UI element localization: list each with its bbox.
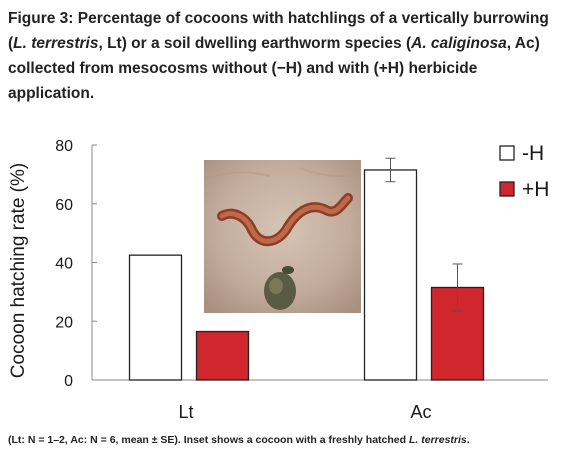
bar-ac-minus-h: [363, 169, 418, 381]
y-tick-label: 0: [64, 373, 73, 390]
legend-swatch: [499, 145, 515, 161]
figure-footnote: (Lt: N = 1–2, Ac: N = 6, mean ± SE). Ins…: [8, 434, 560, 446]
bar-lt-minus-h: [128, 254, 183, 381]
caption-text-2: , Lt) or a soil dwelling earthworm speci…: [98, 35, 412, 52]
x-category-label: Lt: [178, 402, 193, 422]
y-axis-label: Cocoon hatching rate (%): [8, 163, 29, 378]
footnote-text-1: (Lt: N = 1–2, Ac: N = 6, mean ± SE). Ins…: [8, 434, 409, 446]
cocoon-tip: [282, 266, 294, 274]
y-tick-label: 40: [55, 256, 73, 273]
legend-swatch: [499, 181, 515, 197]
cocoon-highlight: [269, 278, 283, 294]
skin-crease: [205, 167, 359, 179]
legend-label: -H: [522, 142, 544, 165]
y-tick-label: 60: [55, 197, 73, 214]
earthworm-cocoon-photo: [204, 160, 361, 313]
x-category-label: Ac: [410, 402, 431, 422]
caption-text-1: Figure 3: Percentage of cocoons with hat…: [8, 10, 549, 52]
figure-caption: Figure 3: Percentage of cocoons with hat…: [8, 6, 556, 106]
footnote-species: L. terrestris: [408, 434, 467, 446]
y-tick-label: 20: [55, 314, 73, 331]
legend-label: +H: [522, 178, 549, 201]
footnote-text-2: .: [466, 434, 470, 446]
hatching-rate-bar-chart: 0 20 40 60 80 Cocoon hatching rate (%) Lt Ac -…: [8, 138, 549, 422]
y-tick-label: 80: [55, 138, 73, 155]
caption-text-3: , Ac) collected from mesocosms without (…: [8, 35, 540, 102]
caption-species-1: L. terrestris: [13, 35, 99, 52]
earthworm-highlight: [219, 195, 351, 244]
caption-species-2: A. caliginosa: [411, 35, 507, 52]
bar-lt-plus-h: [195, 330, 250, 381]
